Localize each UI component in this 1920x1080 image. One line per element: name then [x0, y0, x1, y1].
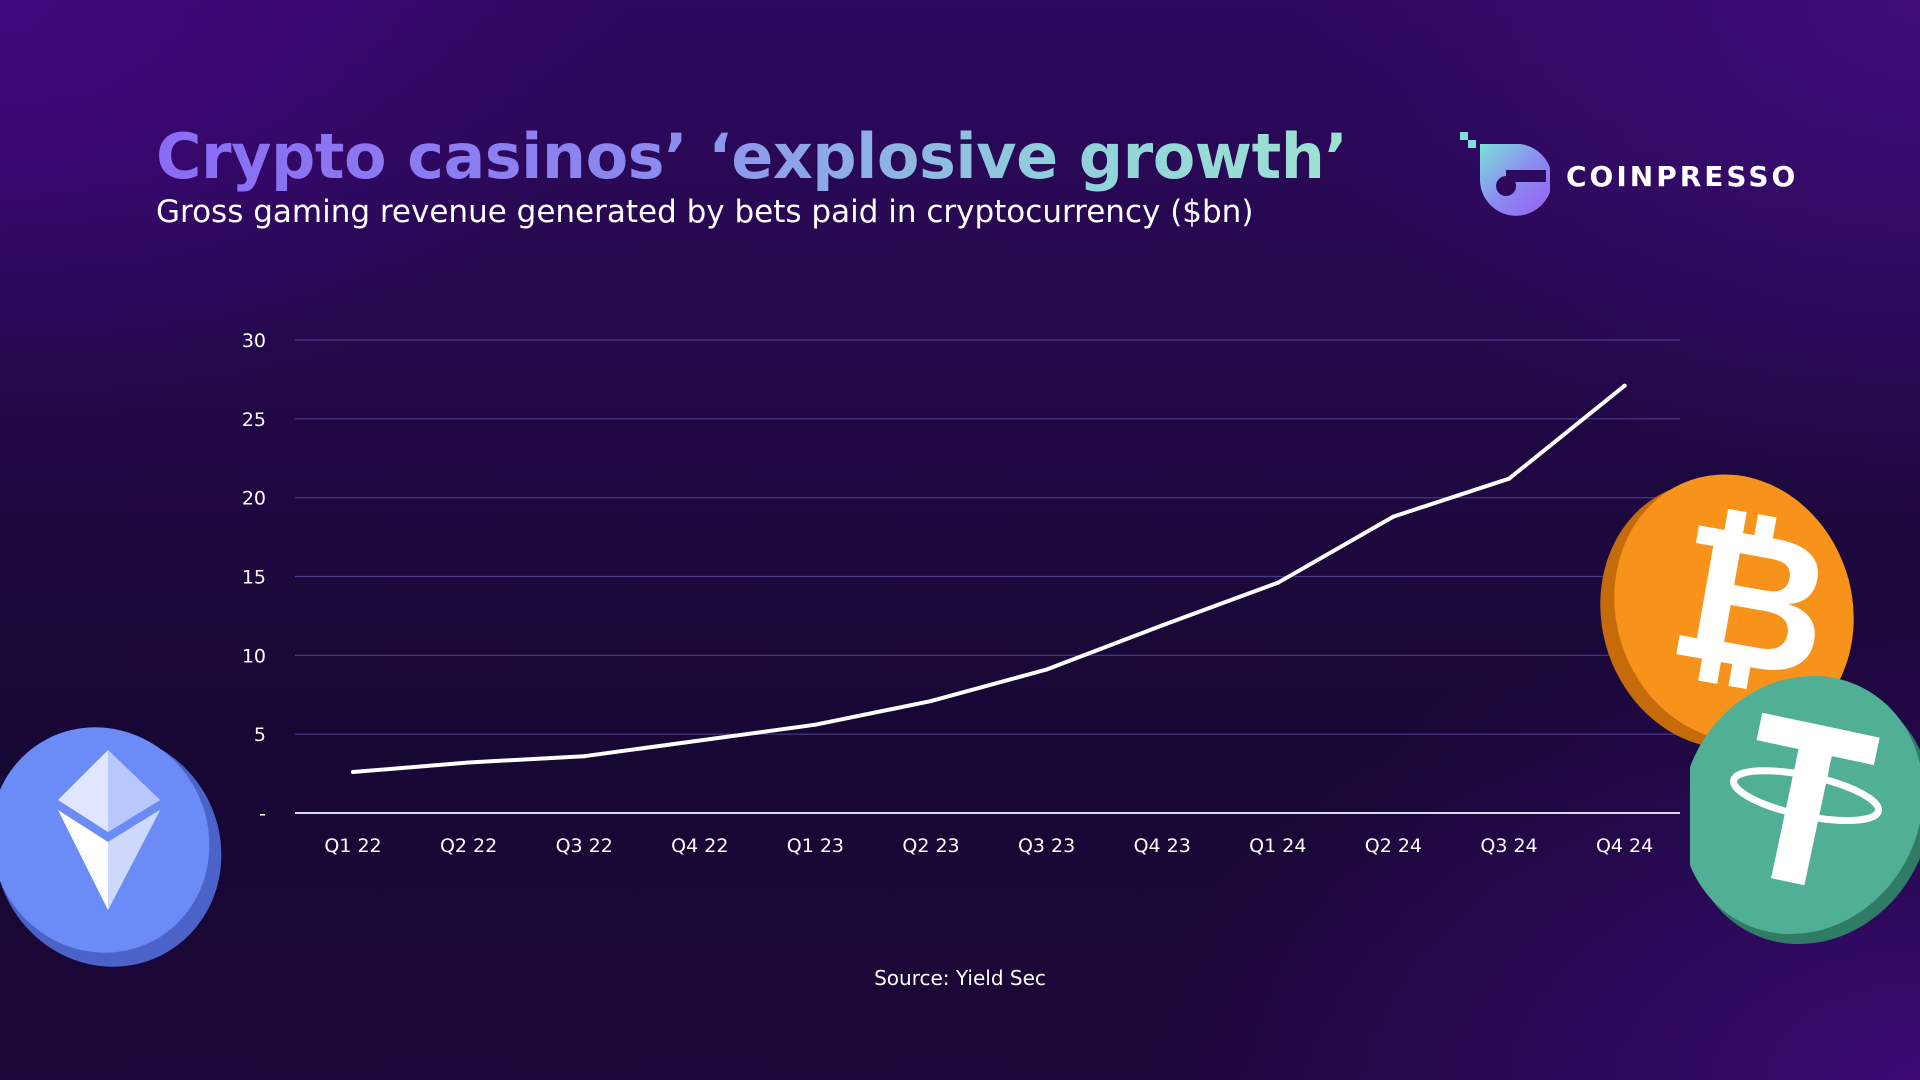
- y-tick-label: 20: [242, 488, 266, 510]
- x-tick-label: Q3 24: [1480, 835, 1537, 857]
- x-axis-ticks: Q1 22 Q2 22 Q3 22 Q4 22 Q1 23 Q2 23 Q3 23 Q4 23…: [324, 835, 1653, 857]
- x-tick-label: Q2 23: [902, 835, 959, 857]
- x-tick-label: Q1 24: [1249, 835, 1306, 857]
- data-point: [351, 770, 355, 775]
- data-point: [697, 738, 702, 743]
- x-tick-label: Q4 23: [1134, 835, 1191, 857]
- series-layer: [351, 383, 1627, 775]
- data-point: [582, 754, 587, 759]
- y-axis-ticks: - 5 10 15 20 25 30: [242, 330, 266, 825]
- x-tick-label: Q1 22: [324, 835, 381, 857]
- x-tick-label: Q2 22: [440, 835, 497, 857]
- x-tick-label: Q3 22: [556, 835, 613, 857]
- chart-grid: [295, 339, 1680, 814]
- x-tick-label: Q4 24: [1596, 835, 1653, 857]
- chart-title: Crypto casinos’ ‘explosive growth’: [156, 120, 1348, 193]
- y-tick-label: 15: [242, 567, 266, 589]
- data-point: [1507, 476, 1511, 481]
- bitcoin-coin-icon: ₿: [1600, 474, 1854, 749]
- data-point: [1044, 667, 1049, 672]
- data-point: [929, 699, 933, 704]
- tether-coin-icon: [1690, 675, 1920, 945]
- coinpresso-logo-icon: [1460, 132, 1550, 216]
- source-note: Source: Yield Sec: [874, 966, 1046, 990]
- ethereum-coin-icon: [0, 727, 222, 967]
- series-line: [351, 383, 1627, 774]
- data-point: [466, 760, 471, 765]
- data-point: [813, 722, 818, 727]
- y-tick-label: 30: [242, 330, 266, 352]
- data-point: [1275, 580, 1280, 585]
- brand-logo[interactable]: COINPRESSO: [1460, 130, 1798, 222]
- data-point: [1622, 383, 1627, 388]
- chart-subtitle: Gross gaming revenue generated by bets p…: [156, 194, 1254, 230]
- data-point: [1391, 514, 1396, 519]
- y-tick-label: 5: [254, 724, 266, 746]
- x-tick-label: Q4 22: [671, 835, 728, 857]
- x-tick-label: Q3 23: [1018, 835, 1075, 857]
- x-tick-label: Q1 23: [787, 835, 844, 857]
- x-tick-label: Q2 24: [1365, 835, 1422, 857]
- y-tick-label: 10: [242, 645, 266, 667]
- y-tick-label: 25: [242, 409, 266, 431]
- brand-name: COINPRESSO: [1566, 159, 1799, 193]
- y-tick-label: -: [259, 803, 266, 825]
- data-point: [1160, 623, 1165, 628]
